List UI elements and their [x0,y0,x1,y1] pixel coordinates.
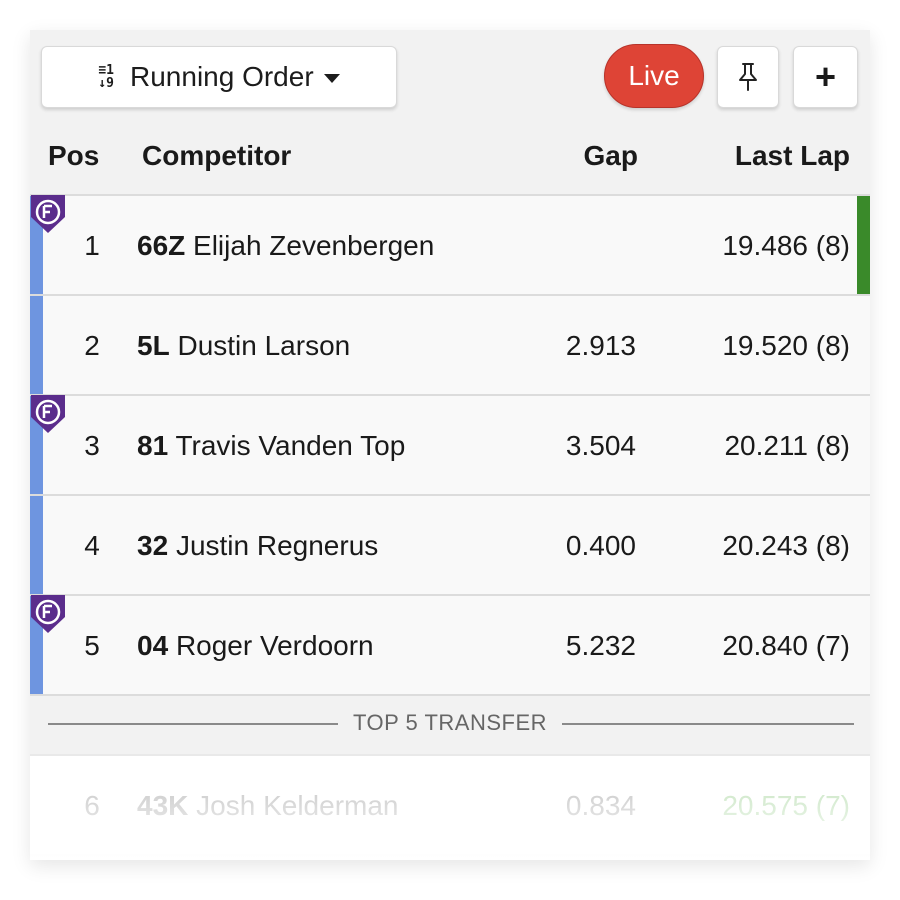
row-competitor: 32 Justin Regnerus [137,530,378,562]
driver-name: Travis Vanden Top [175,430,406,461]
driver-name: Josh Kelderman [196,790,399,821]
car-number: 32 [137,530,169,561]
row-position: 2 [84,330,100,361]
row-position: 6 [84,790,100,821]
results-table: 1 66Z Elijah Zevenbergen 19.486 (8) 2 5L… [30,194,870,854]
row-position: 4 [84,530,100,561]
add-button[interactable]: + [793,46,858,108]
row-competitor: 66Z Elijah Zevenbergen [137,230,434,262]
row-position: 3 [84,430,100,461]
row-last-lap: 20.840 (7) [722,630,850,661]
running-order-label: Running Order [130,61,314,92]
row-last-lap: 19.520 (8) [722,330,850,361]
sort-order-icon: ≡1 ↓9 [98,64,114,90]
table-row[interactable]: 6 43K Josh Kelderman 0.834 20.575 (7) [30,754,870,854]
row-gap: 5.232 [565,630,636,661]
best-lap-indicator [857,196,870,294]
row-last-lap: 19.486 (8) [722,230,850,261]
live-timing-card: ≡1 ↓9 Running Order Live + Pos Competito… [30,30,870,860]
divider-line [562,723,854,725]
row-position: 5 [84,630,100,661]
transfer-indicator [30,296,43,394]
table-row[interactable]: 3 81 Travis Vanden Top 3.504 20.211 (8) [30,394,870,494]
pin-icon [739,63,757,91]
driver-name: Elijah Zevenbergen [193,230,435,261]
row-gap: 0.400 [565,530,636,561]
header-competitor[interactable]: Competitor [142,140,292,171]
caret-down-icon [323,74,340,83]
row-competitor: 43K Josh Kelderman [137,790,399,822]
table-row[interactable]: 5 04 Roger Verdoorn 5.232 20.840 (7) [30,594,870,694]
series-badge-icon [31,395,65,433]
row-gap: 3.504 [565,430,636,461]
sort-icon-top: ≡1 [98,63,114,78]
car-number: 5L [137,330,170,361]
transfer-indicator [30,496,43,594]
car-number: 04 [137,630,169,661]
row-gap: 0.834 [565,790,636,821]
driver-name: Roger Verdoorn [175,630,374,661]
row-last-lap: 20.243 (8) [722,530,850,561]
series-badge-icon [31,195,65,233]
row-competitor: 81 Travis Vanden Top [137,430,405,462]
pin-button[interactable] [717,46,779,108]
table-row[interactable]: 4 32 Justin Regnerus 0.400 20.243 (8) [30,494,870,594]
table-row[interactable]: 2 5L Dustin Larson 2.913 19.520 (8) [30,294,870,394]
transfer-divider: TOP 5 TRANSFER [30,694,870,754]
transfer-label: TOP 5 TRANSFER [352,710,548,735]
car-number: 66Z [137,230,186,261]
header-pos[interactable]: Pos [48,140,100,171]
driver-name: Dustin Larson [177,330,351,361]
live-button[interactable]: Live [604,44,704,108]
header-gap[interactable]: Gap [583,140,638,171]
table-row[interactable]: 1 66Z Elijah Zevenbergen 19.486 (8) [30,194,870,294]
row-last-lap: 20.575 (7) [722,790,850,821]
row-last-lap: 20.211 (8) [724,430,850,461]
header-last-lap[interactable]: Last Lap [734,140,850,171]
driver-name: Justin Regnerus [175,530,379,561]
row-competitor: 5L Dustin Larson [137,330,350,362]
row-position: 1 [84,230,100,261]
divider-line [48,723,338,725]
running-order-dropdown[interactable]: ≡1 ↓9 Running Order [41,46,397,108]
row-gap: 2.913 [565,330,636,361]
car-number: 81 [137,430,169,461]
series-badge-icon [31,595,65,633]
sort-icon-bottom: ↓9 [98,76,114,91]
row-competitor: 04 Roger Verdoorn [137,630,374,662]
car-number: 43K [137,790,189,821]
